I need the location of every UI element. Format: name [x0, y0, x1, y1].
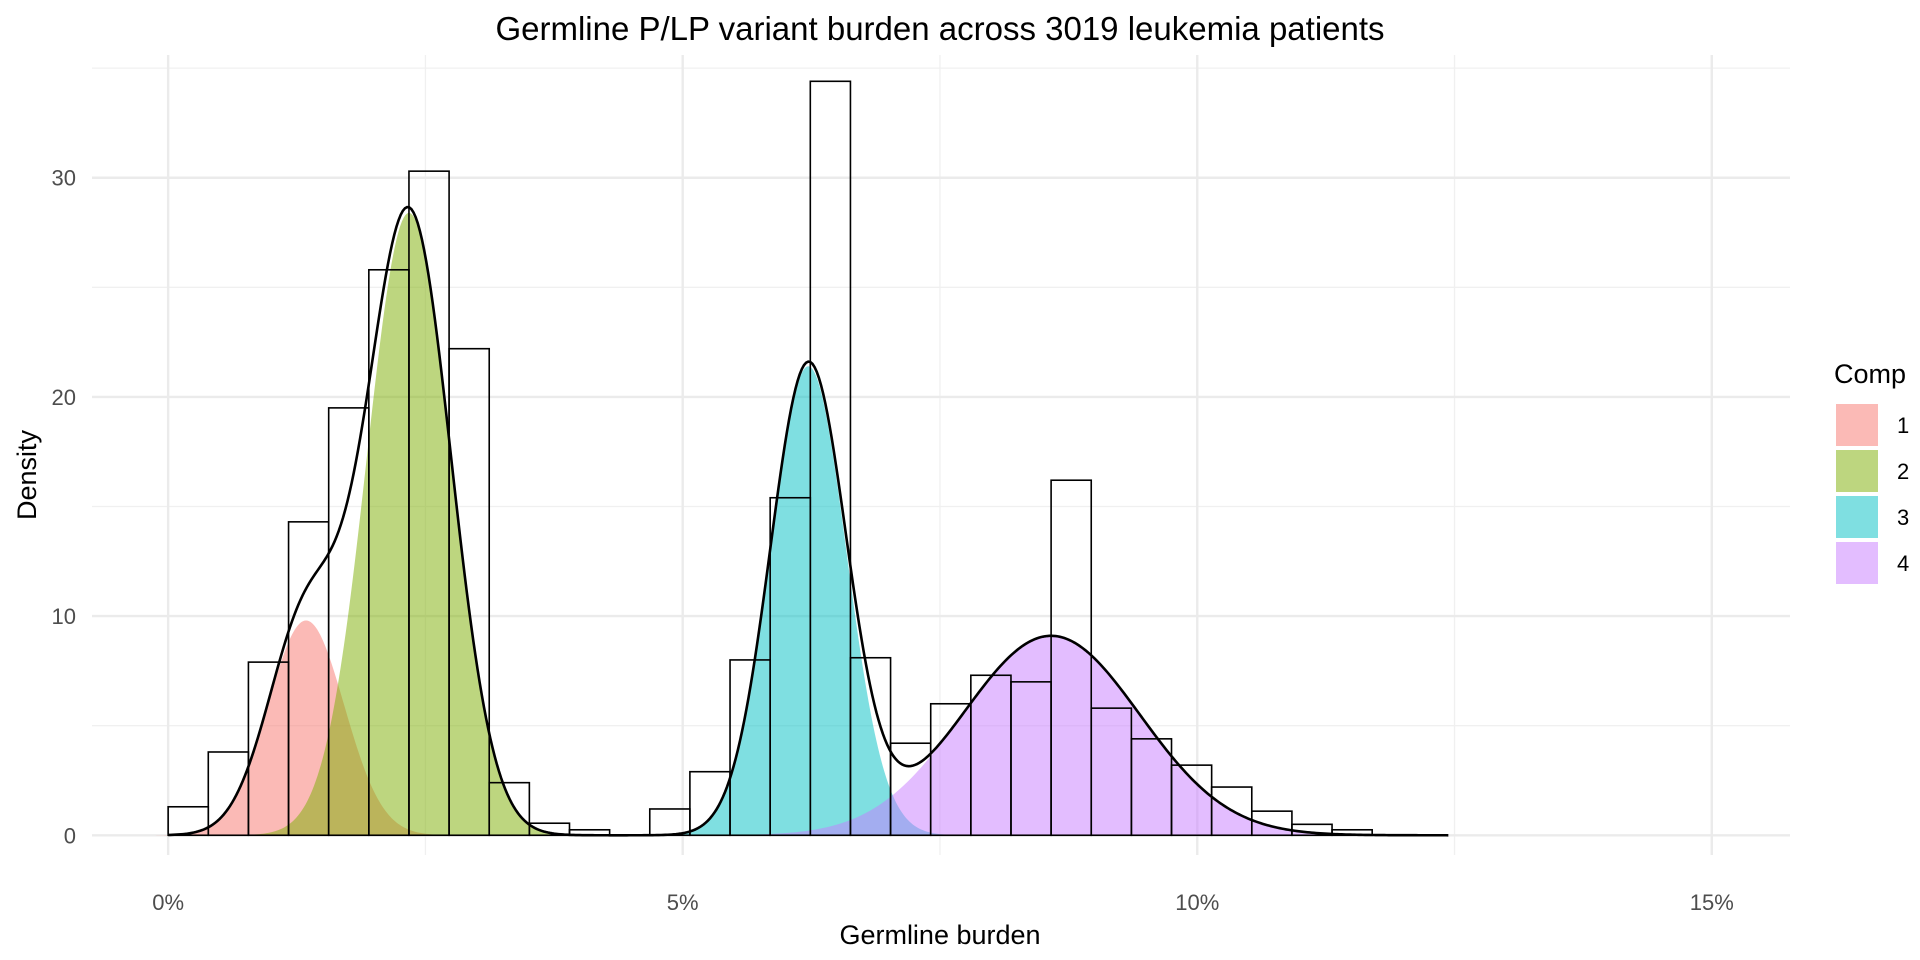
- x-tick-label: 0%: [152, 890, 184, 915]
- histogram-bar: [809, 80, 852, 837]
- component-3-area: [617, 366, 999, 836]
- legend-label-2: 2: [1897, 459, 1909, 484]
- legend-label-1: 1: [1897, 413, 1909, 438]
- total-density-curve-group: [168, 205, 1449, 837]
- legend-key-3: [1836, 496, 1878, 538]
- x-tick-label: 10%: [1175, 890, 1219, 915]
- histogram-bar: [448, 347, 491, 837]
- legend-key-2: [1836, 450, 1878, 492]
- total-density-curve: [168, 205, 1449, 837]
- y-axis-title: Density: [12, 429, 42, 520]
- legend-label-4: 4: [1897, 551, 1909, 576]
- y-tick-label: 30: [52, 166, 76, 191]
- x-tick-label: 5%: [667, 890, 699, 915]
- legend-label-3: 3: [1897, 505, 1909, 530]
- histogram-bars: [167, 80, 1373, 837]
- histogram-bar: [1050, 479, 1093, 837]
- component-1-area: [115, 620, 497, 836]
- histogram-bar: [1250, 810, 1293, 837]
- x-tick-label: 15%: [1690, 890, 1734, 915]
- chart-title: Germline P/LP variant burden across 3019…: [495, 10, 1384, 47]
- histogram-bar: [488, 781, 531, 837]
- y-axis-ticks: 0 10 20 30: [52, 166, 76, 849]
- y-tick-label: 10: [52, 604, 76, 629]
- x-axis-ticks: 0% 5% 10% 15%: [152, 890, 1734, 915]
- legend-entries: 1 2 3 4: [1836, 404, 1909, 584]
- y-tick-label: 20: [52, 385, 76, 410]
- legend-key-1: [1836, 404, 1878, 446]
- legend-key-4: [1836, 542, 1878, 584]
- y-tick-label: 0: [64, 823, 76, 848]
- legend-title: Comp: [1834, 359, 1906, 389]
- grid-major: [92, 55, 1790, 855]
- legend: Comp 1 2 3 4: [1834, 359, 1909, 584]
- x-axis-title: Germline burden: [839, 920, 1040, 950]
